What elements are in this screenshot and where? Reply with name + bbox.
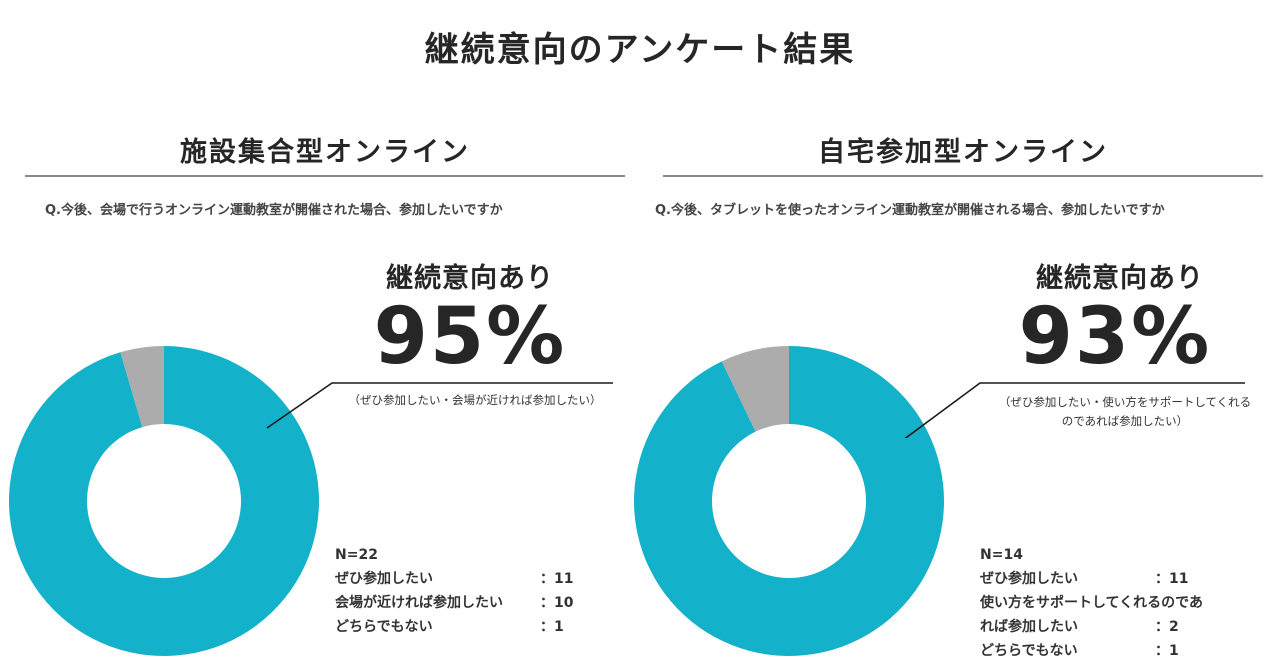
stats-block: N=14 ぜひ参加したい ：11 使い方をサポートしてくれるのであ れば参加した…: [980, 543, 1260, 663]
divider: [25, 175, 625, 177]
page-title: 継続意向のアンケート結果: [424, 30, 856, 70]
donut-chart: [634, 346, 944, 656]
highlight-label: 継続意向あり: [1036, 263, 1204, 294]
stat-row: どちらでもない ：1: [335, 615, 595, 639]
question-text: Q.今後、会場で行うオンライン運動教室が開催された場合、参加したいですか: [45, 203, 503, 218]
stat-label: れば参加したい: [980, 619, 1078, 635]
highlight-note: （ぜひ参加したい・会場が近ければ参加したい）: [348, 393, 602, 407]
stat-value: ：1: [1155, 643, 1179, 659]
panel-heading: 自宅参加型オンライン: [818, 137, 1108, 168]
donut-slice-yes: [634, 346, 944, 656]
highlight-note-line: （ぜひ参加したい・使い方をサポートしてくれる: [998, 395, 1252, 409]
stat-row: ぜひ参加したい ：11: [335, 567, 595, 591]
stat-row: 使い方をサポートしてくれるのであ: [980, 591, 1260, 615]
stat-label: 会場が近ければ参加したい: [335, 595, 503, 611]
stat-row: どちらでもない ：1: [980, 639, 1260, 663]
stats-block: N=22 ぜひ参加したい ：11 会場が近ければ参加したい ：10 どちらでもな…: [335, 543, 595, 639]
stat-value: ：11: [1155, 571, 1189, 587]
stat-row: ぜひ参加したい ：11: [980, 567, 1260, 591]
highlight-percent: 95%: [373, 292, 567, 382]
stat-label: どちらでもない: [980, 643, 1078, 659]
stat-value: ：10: [540, 595, 574, 611]
highlight-label: 継続意向あり: [386, 263, 554, 294]
divider: [663, 175, 1263, 177]
stat-row: れば参加したい ：2: [980, 615, 1260, 639]
stat-label: どちらでもない: [335, 619, 433, 635]
panel-heading: 施設集合型オンライン: [180, 137, 470, 168]
callout-line: [904, 382, 1245, 438]
question-text: Q.今後、タブレットを使ったオンライン運動教室が開催される場合、参加したいですか: [655, 203, 1165, 218]
donut-slice-yes: [8, 346, 320, 656]
donut-chart: [8, 346, 320, 656]
stat-value: ：1: [540, 619, 564, 635]
highlight-percent: 93%: [1018, 292, 1212, 382]
stat-row: 会場が近ければ参加したい ：10: [335, 591, 595, 615]
n-count: N=14: [980, 547, 1023, 563]
stat-label: ぜひ参加したい: [980, 571, 1078, 587]
highlight-note: （ぜひ参加したい・使い方をサポートしてくれる のであれば参加したい）: [980, 393, 1270, 431]
n-count: N=22: [335, 547, 378, 563]
stat-label: ぜひ参加したい: [335, 571, 433, 587]
stat-label: 使い方をサポートしてくれるのであ: [980, 595, 1204, 611]
stat-value: ：11: [540, 571, 574, 587]
highlight-note-line: のであれば参加したい）: [1061, 414, 1189, 428]
stat-value: ：2: [1155, 619, 1179, 635]
donut-slice-no: [721, 346, 789, 432]
donut-slice-no: [120, 346, 164, 428]
callout-line: [266, 382, 613, 429]
